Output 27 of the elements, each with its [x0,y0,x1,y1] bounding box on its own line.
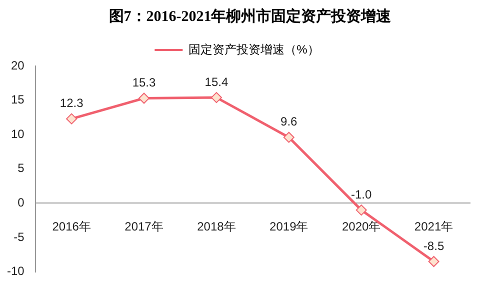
x-tick-label: 2018年 [197,220,236,234]
y-tick-label: -5 [14,230,25,244]
text: -1.0 [350,187,372,202]
point [66,113,78,124]
point [210,92,222,104]
y-tick-label: 15 [10,92,25,107]
text: 12.3 [60,96,84,110]
point [428,256,440,268]
x-tick-label: 2017年 [124,220,164,234]
x-tick-label: 2020年 [342,220,381,234]
y-tick-label: 20 [10,58,25,72]
text: 9.6 [280,114,298,129]
y-tick-label: 0 [18,196,25,210]
point [283,132,294,143]
point [356,204,367,216]
y-tick-label: -10 [7,264,25,278]
point [138,92,150,104]
y-tick-label: 10 [10,126,25,141]
legend-label: 固定资产投资增速（%） [188,42,320,56]
text: -8.5 [423,238,444,253]
y-tick-label: 5 [18,161,25,176]
text: 15.4 [204,74,228,89]
x-tick-label: 2016年 [52,220,91,234]
x-tick-label: 2021年 [414,220,454,234]
text: 15.3 [132,76,156,90]
chart-title: 图7：2016-2021年柳州市固定资产投资增速 [108,7,392,27]
x-tick-label: 2019年 [270,220,308,234]
